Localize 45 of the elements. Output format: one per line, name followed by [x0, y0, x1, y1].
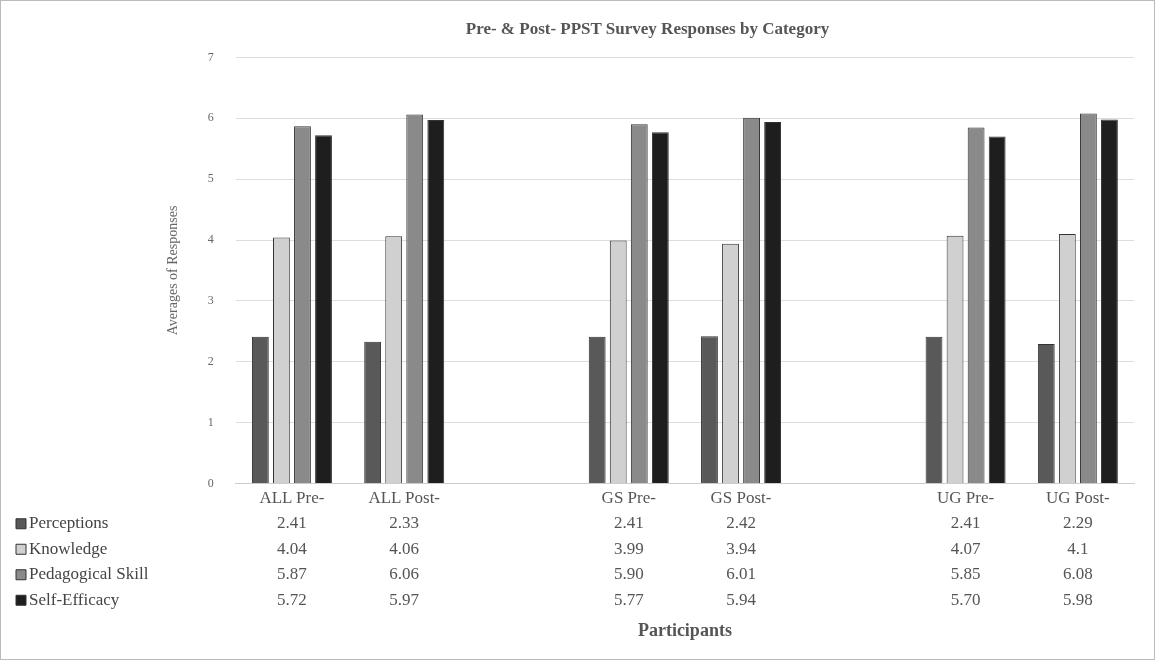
data-label: 5.90 — [613, 564, 644, 584]
data-label: 5.85 — [950, 564, 981, 584]
y-tick-label: 5 — [207, 171, 214, 186]
data-label: 3.94 — [726, 538, 757, 558]
x-tick-label: GS Post- — [710, 487, 772, 507]
x-tick-label: UG Post- — [1045, 487, 1111, 507]
data-label: 2.41 — [613, 513, 644, 533]
text: Participants — [637, 619, 732, 640]
y-axis-title: Averages of Responses — [165, 205, 181, 336]
x-tick-label: ALL Pre- — [259, 487, 325, 507]
data-label: 5.97 — [389, 589, 420, 609]
x-tick-label: UG Pre- — [937, 487, 995, 507]
data-label: 2.29 — [1062, 513, 1093, 533]
data-label: 4.04 — [277, 538, 308, 558]
data-label: 6.01 — [726, 564, 756, 584]
data-label: 6.06 — [389, 564, 420, 584]
y-tick-label: 1 — [207, 414, 214, 429]
data-label: 5.94 — [726, 589, 757, 609]
y-tick-label: 4 — [207, 232, 214, 247]
data-label: 6.08 — [1062, 564, 1093, 584]
data-label: 4.1 — [1067, 538, 1089, 558]
y-tick-label: 2 — [207, 353, 214, 368]
chart-title: Pre- & Post- PPST Survey Responses by Category — [465, 18, 830, 38]
legend-label: Self-Efficacy — [29, 589, 120, 609]
y-tick-label: 7 — [207, 49, 214, 64]
data-label: 3.99 — [613, 538, 644, 558]
data-label: 5.70 — [950, 589, 981, 609]
x-tick-label: GS Pre- — [601, 487, 657, 507]
x-tick-label: ALL Post- — [368, 487, 441, 507]
data-label: 5.72 — [277, 589, 307, 609]
legend-label: Pedagogical Skill — [29, 564, 149, 584]
y-tick-label: 3 — [207, 293, 214, 308]
data-label: 2.41 — [277, 513, 307, 533]
data-label: 5.98 — [1062, 589, 1093, 609]
y-tick-label: 6 — [207, 110, 214, 125]
data-label: 2.41 — [950, 513, 981, 533]
data-label: 5.77 — [613, 589, 645, 609]
data-label: 2.33 — [389, 513, 420, 533]
legend-label: Perceptions — [29, 513, 109, 533]
y-tick-label: 0 — [207, 475, 214, 490]
data-label: 5.87 — [277, 564, 308, 584]
data-label: 4.06 — [389, 538, 420, 558]
data-label: 4.07 — [950, 538, 981, 558]
data-label: 2.42 — [726, 513, 756, 533]
legend-label: Knowledge — [29, 538, 108, 558]
